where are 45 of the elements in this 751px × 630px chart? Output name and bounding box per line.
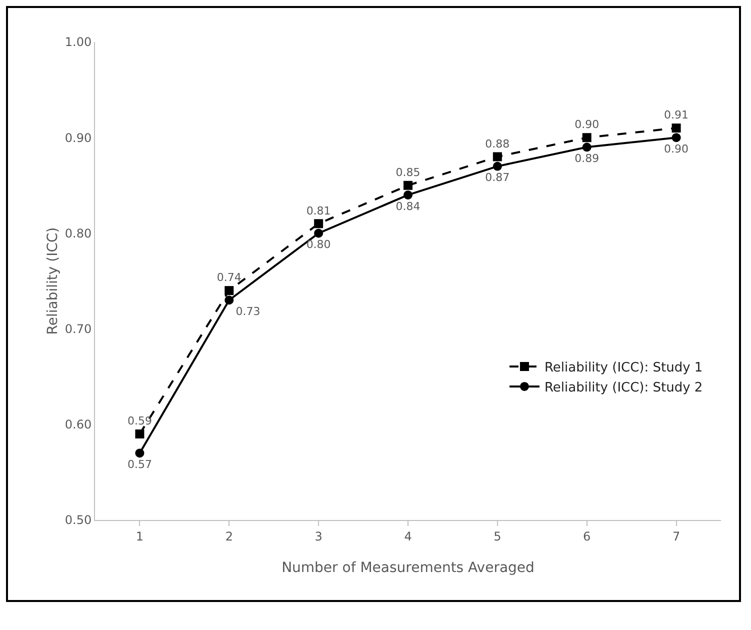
- data-label: 0.90: [664, 142, 689, 156]
- x-tick-label: 7: [672, 529, 680, 544]
- x-axis-title: Number of Measurements Averaged: [282, 560, 534, 576]
- x-tick-label: 4: [404, 529, 412, 544]
- y-tick-label: 0.60: [64, 418, 92, 432]
- y-axis-title: Reliability (ICC): [45, 227, 61, 335]
- x-tick-label: 3: [314, 529, 322, 544]
- y-tick-label: 0.80: [64, 226, 92, 240]
- point: [492, 152, 502, 162]
- data-label: 0.81: [306, 204, 331, 218]
- point: [492, 162, 502, 171]
- y-tick-label: 1.00: [64, 35, 92, 50]
- y-tick-label: 0.70: [64, 322, 92, 336]
- point: [224, 296, 234, 305]
- point: [672, 124, 681, 133]
- point: [404, 190, 412, 200]
- data-label: 0.89: [574, 152, 600, 166]
- data-label: 0.59: [127, 414, 152, 428]
- data-label: 0.73: [236, 304, 260, 318]
- x-tick-label: 1: [136, 529, 144, 544]
- point: [582, 142, 592, 152]
- point: [582, 133, 592, 142]
- x-tick-label: 5: [494, 529, 502, 544]
- data-label: 0.80: [306, 238, 331, 252]
- point: [224, 286, 234, 296]
- point: [672, 133, 681, 142]
- x-tick-label: 2: [225, 529, 233, 544]
- data-label: 0.87: [485, 171, 510, 184]
- y-tick-label: 0.50: [64, 513, 92, 528]
- data-label: 0.84: [396, 200, 420, 213]
- x-tick-label: 6: [583, 529, 591, 544]
- data-label: 0.90: [574, 118, 600, 132]
- point: [314, 228, 324, 238]
- point: [135, 429, 144, 438]
- point: [404, 180, 412, 190]
- legend-label: Reliability (ICC): Study 1: [544, 360, 703, 376]
- data-label: 0.88: [485, 137, 510, 150]
- data-label: 0.57: [127, 458, 152, 471]
- point: [135, 448, 144, 458]
- y-tick-label: 0.90: [64, 130, 92, 145]
- legend-label: Reliability (ICC): Study 2: [544, 380, 703, 396]
- data-label: 0.91: [664, 108, 689, 122]
- data-label: 0.85: [396, 166, 420, 180]
- point: [314, 219, 324, 228]
- data-label: 0.74: [216, 271, 242, 284]
